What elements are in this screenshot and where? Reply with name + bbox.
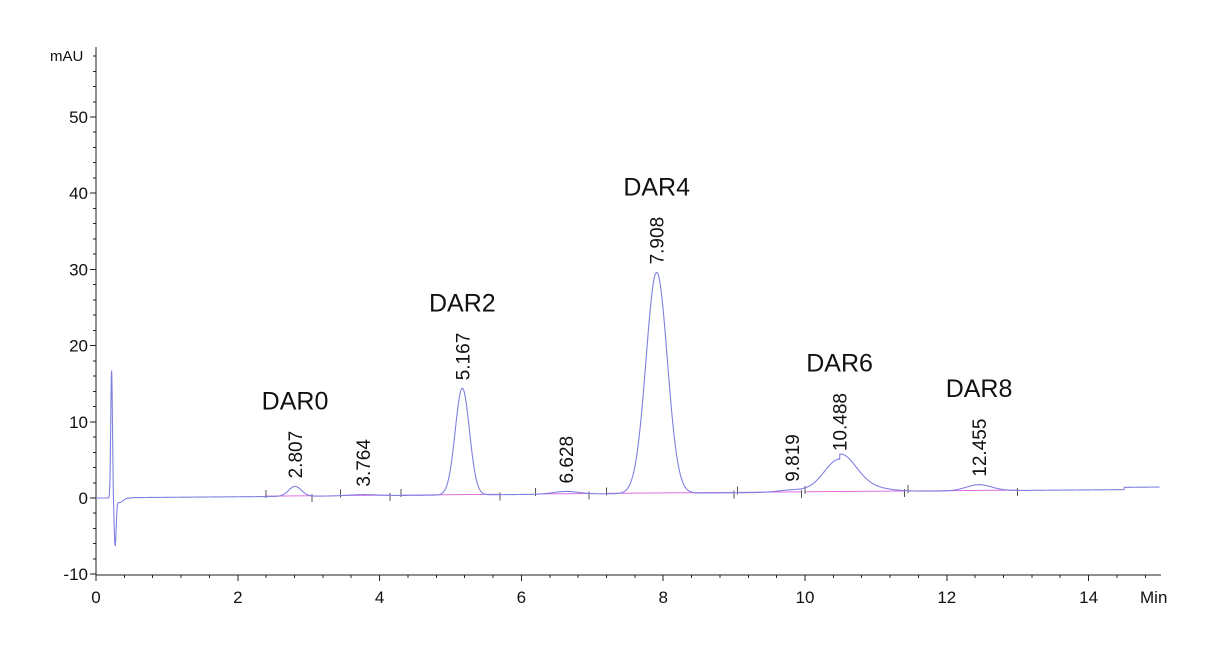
- retention-time-label: 3.764: [354, 439, 375, 487]
- peak-labels: 2.807 DAR0 3.764 5.167 DAR2 6.628 7.908 DAR4 9.8…: [262, 173, 1013, 486]
- retention-time-label: 10.488: [831, 393, 852, 451]
- retention-time-label: 7.908: [648, 217, 669, 265]
- y-tick-label: 10: [69, 413, 88, 432]
- retention-time-label: 2.807: [286, 431, 307, 479]
- peak-name-label: DAR2: [429, 289, 496, 317]
- x-tick-label: 4: [375, 588, 384, 607]
- axes: [95, 47, 1161, 576]
- peak-name-label: DAR0: [262, 387, 329, 415]
- peak-name-label: DAR4: [623, 173, 690, 201]
- integration-baseline: [804, 490, 905, 493]
- peak-name-label: DAR8: [946, 375, 1013, 403]
- peak-name-label: DAR6: [806, 350, 873, 378]
- retention-time-label: 12.455: [970, 419, 991, 477]
- x-tick-label: 2: [233, 588, 242, 607]
- y-tick-label: 30: [69, 260, 88, 279]
- x-tick-label: 12: [937, 588, 956, 607]
- baseline-group: [265, 484, 1019, 502]
- x-tick-label: 10: [796, 588, 815, 607]
- retention-time-label: 9.819: [783, 434, 804, 482]
- retention-time-label: 5.167: [453, 333, 474, 381]
- y-tick-label: 40: [69, 184, 88, 203]
- y-tick-label: 20: [69, 337, 88, 356]
- y-tick-label: 0: [79, 489, 88, 508]
- x-tick-label: 0: [91, 588, 100, 607]
- x-unit-label: Min: [1140, 588, 1167, 607]
- y-tick-label: 50: [69, 108, 88, 127]
- y-tick-label: -10: [63, 565, 88, 584]
- chromatogram-trace: [96, 271, 1160, 547]
- y-unit-label: mAU: [50, 48, 83, 65]
- retention-time-label: 6.628: [557, 436, 578, 484]
- x-tick-label: 6: [517, 588, 526, 607]
- x-tick-label: 8: [658, 588, 667, 607]
- x-tick-label: 14: [1079, 588, 1098, 607]
